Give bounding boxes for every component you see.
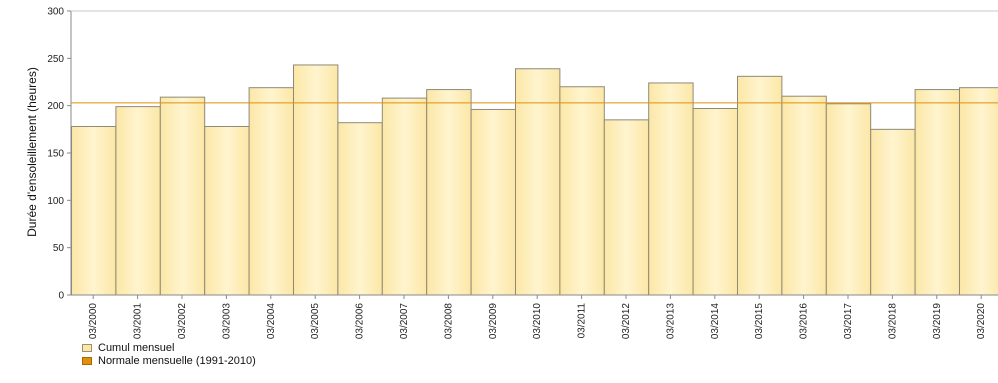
legend-swatch-normale <box>82 356 92 365</box>
x-tick-label-03/2007: 03/2007 <box>399 303 410 340</box>
bar-03/2010 <box>515 68 561 296</box>
legend-item-cumul: Cumul mensuel <box>82 341 256 354</box>
x-tick-label-03/2003: 03/2003 <box>221 303 232 340</box>
x-tick-label-03/2018: 03/2018 <box>887 303 898 340</box>
bar-03/2005 <box>293 64 339 296</box>
x-tick-label-03/2012: 03/2012 <box>621 303 632 340</box>
x-tick-label-03/2014: 03/2014 <box>710 303 721 340</box>
x-tick-label-03/2002: 03/2002 <box>177 303 188 340</box>
x-tick-label-03/2013: 03/2013 <box>665 303 676 340</box>
bar-03/2000 <box>71 125 117 296</box>
bar-03/2006 <box>337 122 383 296</box>
bar-03/2008 <box>426 89 472 296</box>
x-tick-label-03/2006: 03/2006 <box>355 303 366 340</box>
x-tick-label-03/2010: 03/2010 <box>532 303 543 340</box>
legend-swatch-cumul <box>82 343 92 352</box>
bar-03/2017 <box>825 103 872 296</box>
bar-03/2016 <box>781 95 827 296</box>
y-tick-label-250: 250 <box>47 54 64 65</box>
x-tick-label-03/2020: 03/2020 <box>976 303 987 340</box>
y-tick-label-50: 50 <box>53 243 65 254</box>
x-tick-label-03/2005: 03/2005 <box>310 303 321 340</box>
x-tick-label-03/2011: 03/2011 <box>577 303 588 339</box>
legend-label-cumul: Cumul mensuel <box>98 341 175 354</box>
bar-03/2020 <box>959 87 998 296</box>
bar-03/2009 <box>470 108 517 296</box>
bar-03/2019 <box>914 89 960 296</box>
legend-item-normale: Normale mensuelle (1991-2010) <box>82 354 256 367</box>
y-tick-label-200: 200 <box>47 101 64 112</box>
x-tick-label-03/2015: 03/2015 <box>754 303 765 340</box>
x-tick-label-03/2009: 03/2009 <box>488 303 499 340</box>
x-tick-label-03/2017: 03/2017 <box>843 303 854 340</box>
bar-03/2014 <box>692 108 738 296</box>
y-tick-label-150: 150 <box>47 149 64 160</box>
x-tick-label-03/2000: 03/2000 <box>88 303 99 340</box>
bar-03/2003 <box>204 125 250 296</box>
bar-03/2018 <box>870 128 916 296</box>
y-tick-label-300: 300 <box>47 7 64 18</box>
bar-03/2002 <box>159 96 206 296</box>
y-tick-label-100: 100 <box>47 196 64 207</box>
bar-03/2011 <box>559 86 605 296</box>
bar-03/2001 <box>115 106 161 296</box>
x-tick-label-03/2019: 03/2019 <box>932 303 943 340</box>
bar-03/2015 <box>737 75 783 296</box>
bar-03/2013 <box>648 82 694 296</box>
axes-layer: 0 50 100 150 200 250 300 03/2000 03/2001 03/2002 0… <box>47 7 998 340</box>
legend: Cumul mensuel Normale mensuelle (1991-20… <box>82 341 256 367</box>
x-tick-label-03/2016: 03/2016 <box>799 303 810 340</box>
bar-03/2012 <box>603 119 650 296</box>
x-tick-label-03/2008: 03/2008 <box>443 303 454 340</box>
x-tick-label-03/2001: 03/2001 <box>133 303 144 340</box>
bars-layer <box>71 64 998 296</box>
bar-03/2007 <box>381 97 428 296</box>
x-tick-label-03/2004: 03/2004 <box>266 303 277 340</box>
bar-03/2004 <box>248 87 295 296</box>
legend-label-normale: Normale mensuelle (1991-2010) <box>98 354 256 367</box>
y-tick-label-0: 0 <box>58 291 64 302</box>
y-axis-label: Durée d'ensoleillement (heures) <box>25 67 39 237</box>
